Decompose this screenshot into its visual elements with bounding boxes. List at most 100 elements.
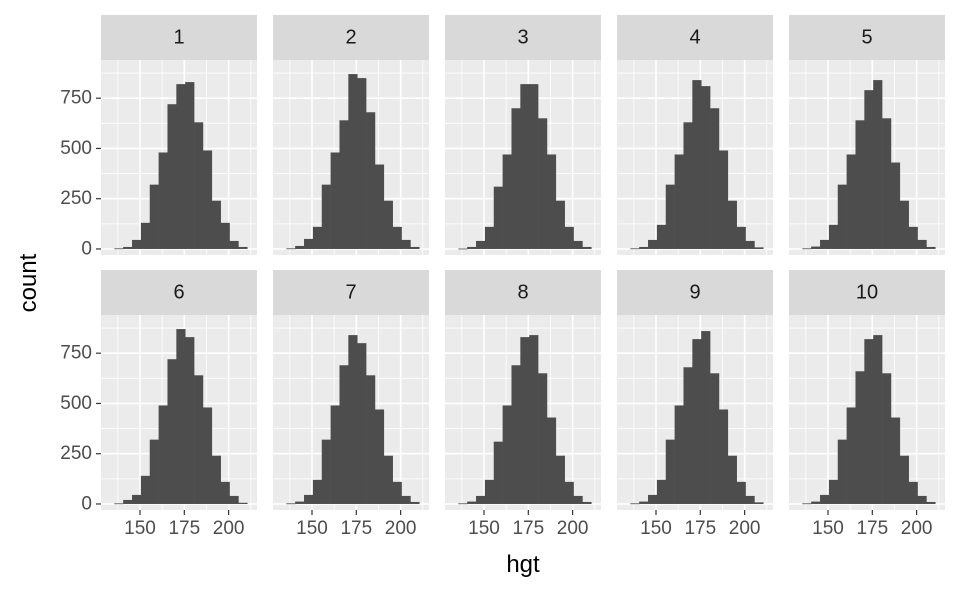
- histogram-bar: [286, 503, 296, 505]
- histogram-bar: [229, 240, 239, 249]
- histogram-bar: [194, 122, 204, 249]
- histogram-bar: [710, 373, 720, 504]
- x-tick-label: 175: [856, 518, 888, 539]
- histogram-bar: [837, 439, 847, 504]
- facet-strip: [273, 270, 429, 315]
- facet-panel: 9: [617, 270, 773, 510]
- histogram-bar: [828, 479, 839, 504]
- x-tick-label: 200: [557, 518, 589, 539]
- histogram-bar: [484, 479, 495, 504]
- histogram-bar: [846, 407, 856, 504]
- y-tick-label: 750: [60, 88, 92, 109]
- histogram-bar: [493, 186, 503, 249]
- histogram-bar: [718, 150, 729, 249]
- histogram-bar: [476, 240, 486, 249]
- histogram-bar: [846, 154, 856, 249]
- histogram-bar: [890, 162, 901, 249]
- y-axis-title: count: [15, 253, 42, 312]
- histogram-bar: [493, 441, 503, 504]
- facet-panel: 8: [445, 270, 601, 510]
- histogram-bar: [401, 495, 411, 504]
- panels-layer: 1 2 3 4 5 6 7 8 9 10: [101, 15, 945, 510]
- histogram-bar: [114, 503, 124, 505]
- histogram-bar: [202, 407, 213, 504]
- histogram-bar: [582, 501, 592, 504]
- y-axis-layer: 0 250 500 750 0 250 500 750: [60, 88, 101, 514]
- facet-strip-label: 9: [689, 282, 700, 304]
- facet-strip-label: 4: [689, 27, 700, 49]
- histogram-bar: [873, 335, 883, 504]
- histogram-bar: [582, 246, 592, 249]
- histogram-bar: [648, 239, 658, 249]
- histogram-bar: [538, 373, 548, 504]
- histogram-bar: [692, 339, 702, 504]
- facet-panel: 1: [101, 15, 257, 255]
- histogram-bar: [864, 339, 874, 504]
- histogram-bar: [176, 84, 186, 249]
- x-tick-label: 150: [812, 518, 844, 539]
- histogram-bar: [520, 84, 530, 249]
- x-tick-label: 150: [640, 518, 672, 539]
- histogram-bar: [502, 405, 512, 504]
- histogram-bar: [674, 405, 684, 504]
- histogram-bar: [727, 455, 737, 504]
- histogram-bar: [348, 74, 358, 249]
- histogram-bar: [167, 104, 177, 249]
- x-tick-label: 175: [512, 518, 544, 539]
- histogram-bar: [736, 481, 746, 504]
- histogram-bar: [864, 90, 874, 249]
- histogram-bar: [295, 501, 305, 504]
- x-tick-label: 200: [729, 518, 761, 539]
- histogram-bar: [529, 84, 539, 249]
- histogram-bar: [855, 120, 865, 249]
- histogram-bar: [202, 150, 213, 249]
- x-tick-label: 200: [213, 518, 245, 539]
- histogram-bar: [484, 226, 495, 249]
- histogram-bar: [564, 481, 574, 504]
- histogram-bar: [820, 239, 830, 249]
- histogram-bar: [321, 439, 331, 504]
- histogram-bar: [374, 409, 385, 504]
- histogram-bar: [229, 495, 239, 504]
- histogram-bar: [238, 246, 248, 249]
- facet-strip: [617, 270, 773, 315]
- facet-panel: 10: [789, 270, 945, 510]
- histogram-bar: [312, 226, 323, 249]
- x-tick-label: 150: [468, 518, 500, 539]
- histogram-bar: [917, 495, 927, 504]
- histogram-bar: [546, 154, 557, 249]
- histogram-bar: [639, 246, 649, 249]
- histogram-bar: [511, 108, 521, 249]
- histogram-bar: [410, 501, 420, 504]
- facet-strip-label: 1: [173, 27, 184, 49]
- histogram-bar: [890, 417, 901, 504]
- x-axis-title: hgt: [506, 551, 540, 578]
- histogram-bar: [727, 200, 737, 249]
- histogram-bar: [410, 246, 420, 249]
- histogram-bar: [383, 200, 393, 249]
- histogram-bar: [366, 375, 376, 504]
- facet-strip-label: 7: [345, 282, 356, 304]
- histogram-bar: [926, 246, 936, 249]
- histogram-bar: [140, 222, 151, 249]
- histogram-bar: [123, 246, 133, 249]
- histogram-bar: [339, 120, 349, 249]
- histogram-bar: [502, 154, 512, 249]
- histogram-bar: [718, 409, 729, 504]
- histogram-bar: [837, 184, 847, 249]
- histogram-bar: [167, 359, 177, 504]
- facet-strip: [101, 270, 257, 315]
- facet-strip-label: 10: [856, 282, 878, 304]
- histogram-bar: [855, 371, 865, 504]
- histogram-bar: [538, 118, 548, 249]
- histogram-bar: [467, 246, 477, 249]
- histogram-bar: [701, 86, 711, 249]
- histogram-bar: [185, 82, 195, 249]
- histogram-bar: [828, 224, 839, 249]
- facet-strip-label: 2: [345, 27, 356, 49]
- x-tick-label: 175: [684, 518, 716, 539]
- x-axis-layer: 150 175 200 150 175 200 150 175 200 150 175 200 150 1…: [124, 510, 932, 539]
- histogram-bar: [701, 331, 711, 504]
- facet-panel: 3: [445, 15, 601, 255]
- histogram-bar: [899, 200, 909, 249]
